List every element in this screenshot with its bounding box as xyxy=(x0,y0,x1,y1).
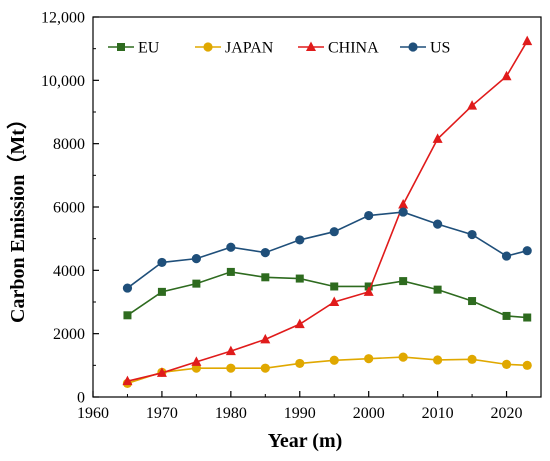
x-axis: 1960 1970 1980 1990 2000 2010 2020 xyxy=(77,391,523,422)
data-point-eu xyxy=(523,313,532,322)
data-point-china xyxy=(501,70,512,81)
data-point-eu xyxy=(433,285,442,294)
data-point-eu xyxy=(330,282,339,291)
legend-marker-japan xyxy=(203,42,213,52)
data-point-japan xyxy=(522,360,532,370)
data-point-japan xyxy=(191,363,201,373)
data-point-eu xyxy=(123,311,132,320)
x-axis-title: Year (m) xyxy=(268,430,343,452)
data-point-japan xyxy=(433,355,443,365)
data-point-japan xyxy=(501,359,512,369)
data-point-us xyxy=(122,283,133,293)
data-point-eu xyxy=(468,297,477,306)
legend-item-eu: EU xyxy=(108,40,160,57)
data-point-japan xyxy=(260,363,270,373)
legend-item-china: CHINA xyxy=(298,40,379,57)
data-point-china xyxy=(467,100,478,110)
data-point-us xyxy=(522,246,532,256)
series-line-eu xyxy=(127,271,528,319)
data-point-china xyxy=(225,345,236,356)
y-tick-label: 6000 xyxy=(53,200,85,217)
y-tick-label: 8000 xyxy=(53,136,85,153)
legend-marker-eu xyxy=(117,43,125,51)
data-point-us xyxy=(295,235,305,245)
data-point-china xyxy=(260,333,271,344)
series-eu xyxy=(123,267,532,322)
series-line-japan xyxy=(127,356,528,385)
legend-label-japan: JAPAN xyxy=(225,40,274,57)
y-tick-label: 12,000 xyxy=(41,10,85,27)
legend: EU JAPAN CHINA US xyxy=(108,40,450,57)
y-axis: 0 2000 4000 6000 8000 10,000 12,000 xyxy=(41,10,99,407)
legend-item-us: US xyxy=(400,40,450,57)
data-point-us xyxy=(398,207,408,217)
data-point-china xyxy=(432,133,443,143)
x-tick-label: 2000 xyxy=(353,405,385,422)
data-point-china xyxy=(363,286,374,296)
plot-frame xyxy=(92,16,542,398)
data-point-china xyxy=(522,35,533,46)
y-tick-label: 4000 xyxy=(53,263,85,280)
legend-marker-us xyxy=(408,42,418,52)
data-point-eu xyxy=(261,273,270,282)
y-tick-label: 0 xyxy=(77,390,85,407)
data-point-eu xyxy=(399,277,408,286)
x-tick-label: 2020 xyxy=(491,405,523,422)
series-japan xyxy=(122,352,532,388)
data-point-us xyxy=(467,229,477,240)
data-point-us xyxy=(226,242,236,252)
data-point-eu xyxy=(226,267,235,276)
x-tick-label: 1990 xyxy=(284,405,316,422)
data-point-us xyxy=(433,219,443,229)
x-tick-label: 1960 xyxy=(77,405,109,422)
data-point-eu xyxy=(295,274,304,283)
series-china xyxy=(122,35,533,386)
data-point-japan xyxy=(329,355,339,365)
data-point-us xyxy=(364,210,374,221)
legend-label-china: CHINA xyxy=(328,40,379,57)
y-tick-label: 10,000 xyxy=(41,73,85,90)
data-point-japan xyxy=(467,354,477,364)
plot-series xyxy=(122,35,533,388)
data-point-eu xyxy=(157,287,166,296)
y-tick-label: 2000 xyxy=(53,326,85,343)
data-point-us xyxy=(501,251,512,261)
legend-label-eu: EU xyxy=(138,40,160,57)
data-point-china xyxy=(156,367,167,377)
legend-item-japan: JAPAN xyxy=(195,40,274,57)
legend-label-us: US xyxy=(430,40,450,57)
x-tick-label: 1970 xyxy=(146,405,178,422)
y-axis-title: Carbon Emission（Mt） xyxy=(6,109,29,323)
data-point-china xyxy=(122,375,133,386)
data-point-us xyxy=(191,254,201,264)
data-point-china xyxy=(191,356,202,366)
data-point-japan xyxy=(398,352,408,362)
data-point-japan xyxy=(226,363,236,373)
data-point-china xyxy=(329,296,340,306)
data-point-us xyxy=(157,257,167,268)
legend-marker-china xyxy=(306,41,316,51)
data-point-eu xyxy=(192,279,201,288)
x-tick-label: 1980 xyxy=(215,405,247,422)
data-point-eu xyxy=(502,311,511,320)
data-point-china xyxy=(294,318,305,329)
series-us xyxy=(122,207,532,293)
data-point-china xyxy=(398,198,409,209)
data-point-japan xyxy=(364,354,374,364)
data-point-us xyxy=(260,248,270,258)
series-line-china xyxy=(127,40,528,382)
data-point-japan xyxy=(295,358,305,369)
data-point-us xyxy=(329,227,339,237)
series-line-us xyxy=(126,211,528,289)
x-tick-label: 2010 xyxy=(422,405,454,422)
